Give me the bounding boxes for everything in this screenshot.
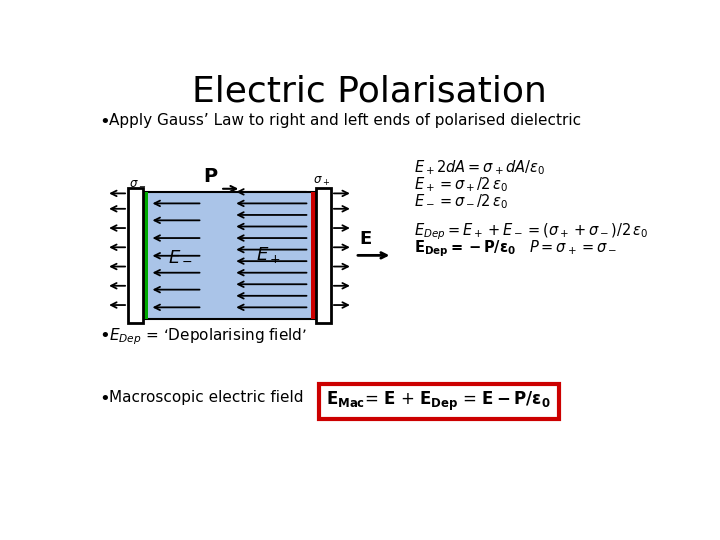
- Text: $\sigma_+$: $\sigma_+$: [313, 175, 330, 188]
- Text: $E_+ = \sigma_+/2\,\varepsilon_0$: $E_+ = \sigma_+/2\,\varepsilon_0$: [414, 176, 508, 194]
- Text: E: E: [359, 230, 372, 248]
- Text: $E_{Dep}$ = ‘Depolarising field’: $E_{Dep}$ = ‘Depolarising field’: [109, 327, 307, 347]
- Text: •: •: [99, 113, 110, 131]
- Bar: [140, 192, 319, 319]
- Bar: [128, 188, 143, 323]
- Text: $E_- = \sigma_-/2\,\varepsilon_0$: $E_- = \sigma_-/2\,\varepsilon_0$: [414, 193, 508, 211]
- Bar: [311, 192, 319, 319]
- Bar: [315, 188, 331, 323]
- Text: P: P: [203, 167, 217, 186]
- Text: Macroscopic electric field: Macroscopic electric field: [109, 390, 304, 405]
- Text: Electric Polarisation: Electric Polarisation: [192, 74, 546, 108]
- Text: $\mathbf{E_{Mac}}$= $\mathbf{E}$ + $\mathbf{E_{Dep}}$ = $\mathbf{E - P/\varepsil: $\mathbf{E_{Mac}}$= $\mathbf{E}$ + $\mat…: [326, 390, 551, 413]
- Text: •: •: [99, 327, 110, 345]
- Text: $\mathbf{E_{Dep} = -P/\varepsilon_0}$   $P = \sigma_+ = \sigma_-$: $\mathbf{E_{Dep} = -P/\varepsilon_0}$ $P…: [414, 238, 617, 259]
- Text: $E_{Dep} = E_+ + E_- = (\sigma_+ + \sigma_-)/2\,\varepsilon_0$: $E_{Dep} = E_+ + E_- = (\sigma_+ + \sigm…: [414, 221, 649, 242]
- Text: •: •: [99, 390, 110, 408]
- Bar: [140, 192, 148, 319]
- Text: $E_+$: $E_+$: [256, 245, 281, 265]
- Text: $\sigma_-$: $\sigma_-$: [129, 175, 146, 188]
- Text: Apply Gauss’ Law to right and left ends of polarised dielectric: Apply Gauss’ Law to right and left ends …: [109, 113, 582, 129]
- Text: $E_-$: $E_-$: [168, 246, 193, 265]
- Bar: [319, 384, 559, 419]
- Text: $E_+2dA = \sigma_+dA/\varepsilon_0$: $E_+2dA = \sigma_+dA/\varepsilon_0$: [414, 159, 545, 178]
